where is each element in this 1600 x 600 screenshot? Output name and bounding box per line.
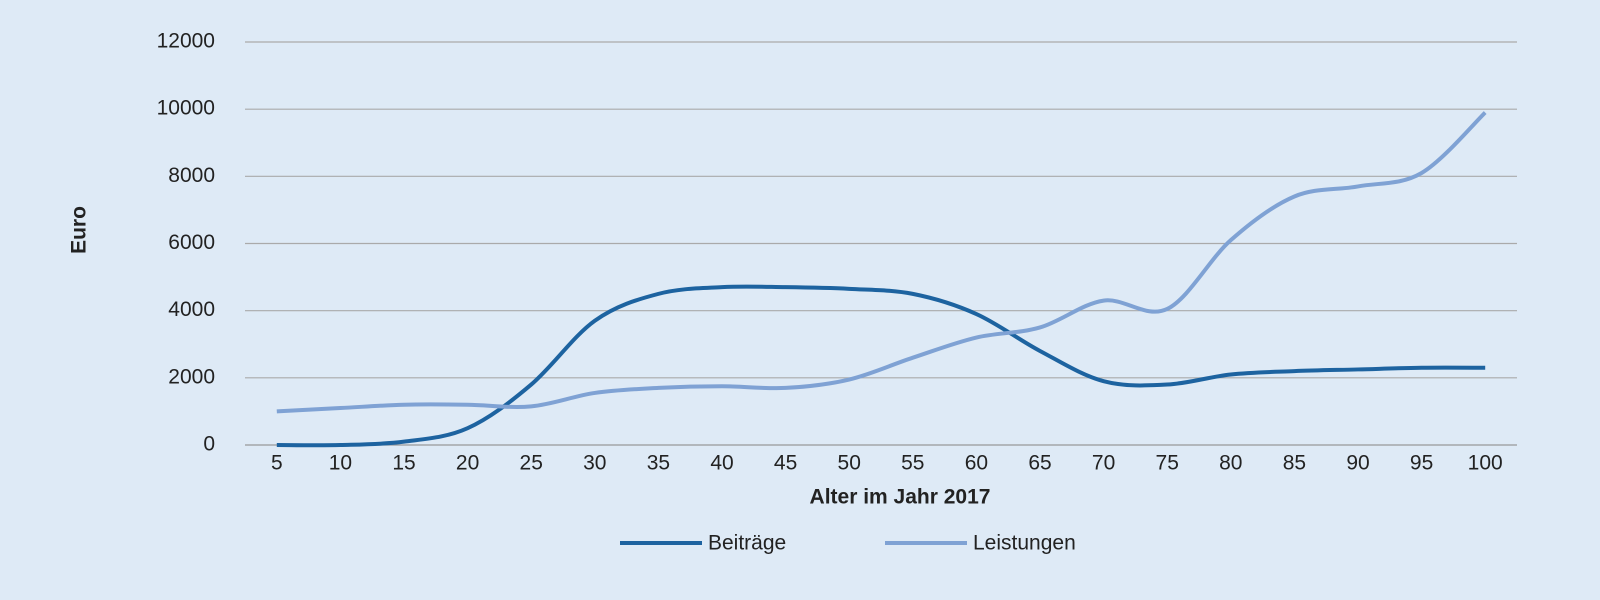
x-tick-label: 15 (392, 452, 415, 475)
x-tick-label: 40 (710, 452, 733, 475)
x-tick-label: 10 (329, 452, 352, 475)
x-tick-label: 95 (1410, 452, 1433, 475)
x-tick-label: 60 (965, 452, 988, 475)
y-tick-label: 10000 (157, 97, 215, 120)
y-tick-label: 0 (203, 433, 215, 456)
series-line (276, 111, 1487, 414)
y-tick-label: 4000 (168, 298, 215, 321)
y-tick-label: 6000 (168, 231, 215, 254)
x-tick-label: 30 (583, 452, 606, 475)
x-tick-label: 20 (456, 452, 479, 475)
x-tick-label: 55 (901, 452, 924, 475)
x-tick-label: 5 (271, 452, 283, 475)
y-tick-label: 8000 (168, 164, 215, 187)
x-tick-label: 70 (1092, 452, 1115, 475)
x-axis-title: Alter im Jahr 2017 (810, 486, 991, 509)
legend-label: Beiträge (708, 532, 786, 555)
x-tick-label: 80 (1219, 452, 1242, 475)
x-tick-label: 85 (1283, 452, 1306, 475)
x-tick-label: 45 (774, 452, 797, 475)
y-tick-label: 12000 (157, 30, 215, 53)
x-tick-label: 100 (1468, 452, 1503, 475)
y-tick-label: 2000 (168, 365, 215, 388)
x-tick-label: 75 (1156, 452, 1179, 475)
x-tick-label: 90 (1346, 452, 1369, 475)
x-tick-label: 25 (520, 452, 543, 475)
legend-label: Leistungen (973, 532, 1076, 555)
y-axis-title: Euro (68, 206, 91, 254)
x-tick-label: 50 (838, 452, 861, 475)
x-tick-label: 35 (647, 452, 670, 475)
series-line (276, 284, 1486, 448)
x-tick-label: 65 (1028, 452, 1051, 475)
